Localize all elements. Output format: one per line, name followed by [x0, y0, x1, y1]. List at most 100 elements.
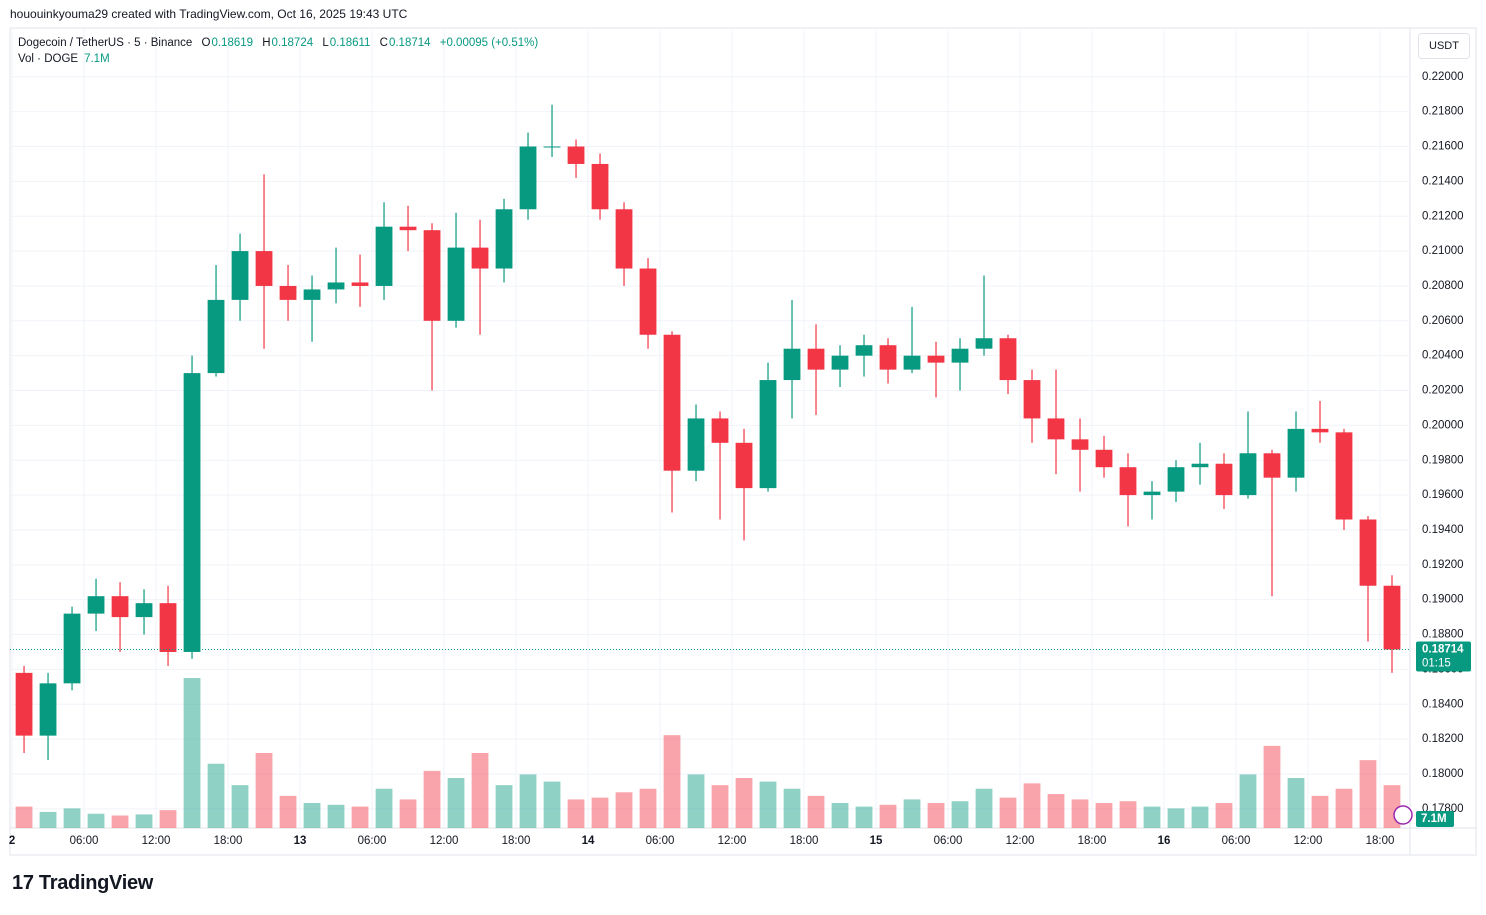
candle-body [1239, 453, 1257, 496]
y-tick-label: 0.21400 [1422, 175, 1464, 187]
volume-bar [1287, 778, 1305, 828]
volume-bar [327, 804, 345, 828]
candle-body [111, 596, 129, 618]
y-tick-label: 0.18200 [1422, 733, 1464, 745]
o-label: O [201, 37, 211, 49]
candle-body [1191, 463, 1209, 468]
y-tick-label: 0.22000 [1422, 71, 1464, 83]
volume-bar [1335, 788, 1353, 828]
x-tick-label: 18:00 [502, 835, 531, 847]
candle-body [39, 683, 57, 736]
volume-bar [855, 806, 873, 828]
y-tick-label: 0.19200 [1422, 559, 1464, 571]
candle-body [375, 226, 393, 286]
symbol[interactable]: Dogecoin / TetherUS · 5 · Binance [18, 37, 193, 49]
x-tick-label: 06:00 [358, 835, 387, 847]
y-tick-label: 0.18400 [1422, 698, 1464, 710]
candle-body [471, 247, 489, 269]
x-tick-label: 12:00 [430, 835, 459, 847]
currency-button[interactable]: USDT [1418, 33, 1470, 59]
c-value: 0.18714 [388, 37, 431, 49]
brand-logo[interactable]: 17 TradingView [12, 872, 153, 895]
y-tick-label: 0.20400 [1422, 350, 1464, 362]
candle-body [255, 251, 273, 286]
candle-body [975, 338, 993, 349]
volume-bar [1263, 745, 1281, 828]
x-tick-label: 13 [294, 835, 307, 847]
volume-bar [207, 763, 225, 828]
candle-body [1071, 439, 1089, 450]
x-tick-label: 2 [9, 835, 15, 847]
y-tick-label: 0.19600 [1422, 489, 1464, 501]
h-value: 0.18724 [271, 37, 314, 49]
candle-body [423, 230, 441, 321]
x-tick-label: 06:00 [646, 835, 675, 847]
x-tick-label: 16 [1158, 835, 1171, 847]
volume-bar [687, 774, 705, 828]
volume-bar [1215, 803, 1233, 828]
candle-body [399, 226, 417, 231]
candle-body [87, 596, 105, 614]
y-tick-label: 0.18800 [1422, 629, 1464, 641]
volume-bar [927, 803, 945, 828]
volume-bar [1167, 808, 1185, 828]
last-price-badge [1416, 641, 1471, 672]
candle-body [951, 348, 969, 363]
candle-body [1335, 432, 1353, 520]
candle-body [1215, 463, 1233, 496]
candle-body [711, 418, 729, 443]
y-tick-label: 0.20200 [1422, 385, 1464, 397]
volume-bar [303, 803, 321, 828]
volume-bar [663, 735, 681, 828]
volume-bar [279, 795, 297, 828]
volume-bar [735, 778, 753, 828]
volume-bar [879, 804, 897, 828]
volume-bar [831, 803, 849, 828]
candle-body [231, 251, 249, 300]
candle-body [903, 355, 921, 370]
candle-body [1023, 380, 1041, 419]
y-tick-label: 0.20600 [1422, 315, 1464, 327]
volume-bar [1359, 760, 1377, 828]
volume-bar [591, 797, 609, 828]
x-tick-label: 06:00 [1222, 835, 1251, 847]
x-tick-label: 06:00 [934, 835, 963, 847]
alert-icon [1393, 805, 1413, 825]
volume-bar [999, 797, 1017, 828]
candle-body [663, 334, 681, 471]
volume-bar [351, 806, 369, 828]
volume-bar [711, 785, 729, 828]
ohlc-row: Dogecoin / TetherUS · 5 · Binance O0.186… [18, 35, 544, 51]
candle-body [567, 146, 585, 164]
volume-bar [231, 785, 249, 828]
x-tick-label: 12:00 [142, 835, 171, 847]
candle-body [927, 355, 945, 363]
x-tick-label: 12:00 [1294, 835, 1323, 847]
volume-bar [423, 770, 441, 828]
volume-bar [135, 814, 153, 828]
volume-bar [807, 795, 825, 828]
candle-body [1095, 449, 1113, 468]
y-tick-label: 0.19400 [1422, 524, 1464, 536]
volume-value: 7.1M [84, 53, 110, 65]
volume-label[interactable]: Vol · DOGE [18, 53, 79, 65]
candle-body [1143, 491, 1161, 496]
candle-body [1311, 428, 1329, 433]
volume-bar [1095, 803, 1113, 828]
volume-bar [375, 788, 393, 828]
volume-bar [39, 811, 57, 828]
volume-bar [1047, 794, 1065, 828]
y-tick-label: 0.19000 [1422, 594, 1464, 606]
x-tick-label: 18:00 [214, 835, 243, 847]
volume-bar [87, 813, 105, 828]
candle-body [807, 348, 825, 370]
y-tick-label: 0.21800 [1422, 106, 1464, 118]
candle-body [183, 373, 201, 652]
volume-bar [399, 799, 417, 828]
volume-bar [1311, 795, 1329, 828]
candle-body [1047, 418, 1065, 440]
volume-bar [615, 792, 633, 828]
volume-bar [447, 778, 465, 828]
